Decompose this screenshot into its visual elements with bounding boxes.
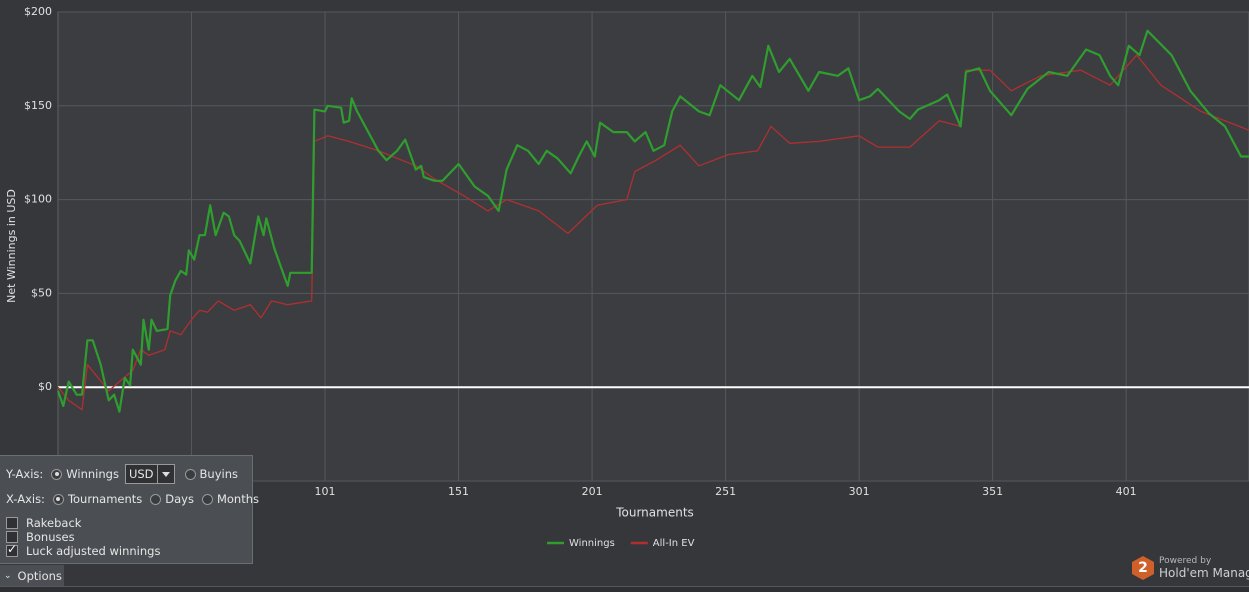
y-tick-label: $100 [24, 193, 52, 206]
status-bar [0, 586, 1249, 592]
brand-name: Hold'em Manager [1159, 566, 1249, 580]
radio-label: Buyins [199, 467, 239, 481]
x-tick-label: 351 [982, 485, 1003, 498]
y-tick-label: $0 [38, 380, 52, 393]
y-axis-title: Net Winnings in USD [5, 189, 18, 303]
legend-label: All-In EV [653, 538, 695, 549]
x-axis-label: X-Axis: [6, 492, 45, 506]
radio-label: Tournaments [67, 492, 143, 506]
radio-label: Months [216, 492, 260, 506]
x-tick-label: 151 [448, 485, 469, 498]
x-tick-label: 301 [849, 485, 870, 498]
radio[interactable] [150, 493, 162, 505]
currency-select[interactable]: USD [124, 464, 175, 484]
x-tick-label: 251 [715, 485, 736, 498]
y-tick-label: $50 [31, 286, 52, 299]
radio[interactable] [184, 468, 196, 480]
checkbox[interactable] [6, 542, 18, 557]
series-line [56, 29, 1249, 413]
radio[interactable] [52, 493, 64, 505]
radio[interactable] [51, 468, 63, 480]
tab-label: Options [17, 568, 62, 583]
legend-label: Winnings [569, 538, 615, 549]
options-panel: Y-Axis: Winnings USD Buyins X-Axis: Tour… [0, 455, 259, 564]
checkbox-label: Luck adjusted winnings [26, 544, 161, 558]
x-tick-label: 201 [582, 485, 603, 498]
plot-area [57, 11, 1249, 482]
x-tick-label: 101 [315, 485, 336, 498]
y-axis-label: Y-Axis: [6, 467, 44, 481]
radio[interactable] [201, 493, 213, 505]
logo: 2 [1132, 556, 1154, 580]
select-value: USD [128, 467, 154, 481]
x-axis-title: Tournaments [615, 506, 694, 520]
checkbox-label: Bonuses [26, 530, 75, 544]
radio-label: Winnings [66, 467, 119, 481]
checkbox[interactable] [6, 517, 18, 529]
y-tick-label: $200 [24, 5, 52, 18]
options-tab[interactable]: ⌄ Options [0, 565, 64, 586]
x-tick-label: 401 [1116, 485, 1137, 498]
powered-by: Powered by [1159, 556, 1212, 566]
radio-label: Days [165, 492, 194, 506]
checkbox-label: Rakeback [26, 516, 82, 530]
y-tick-label: $150 [24, 99, 52, 112]
